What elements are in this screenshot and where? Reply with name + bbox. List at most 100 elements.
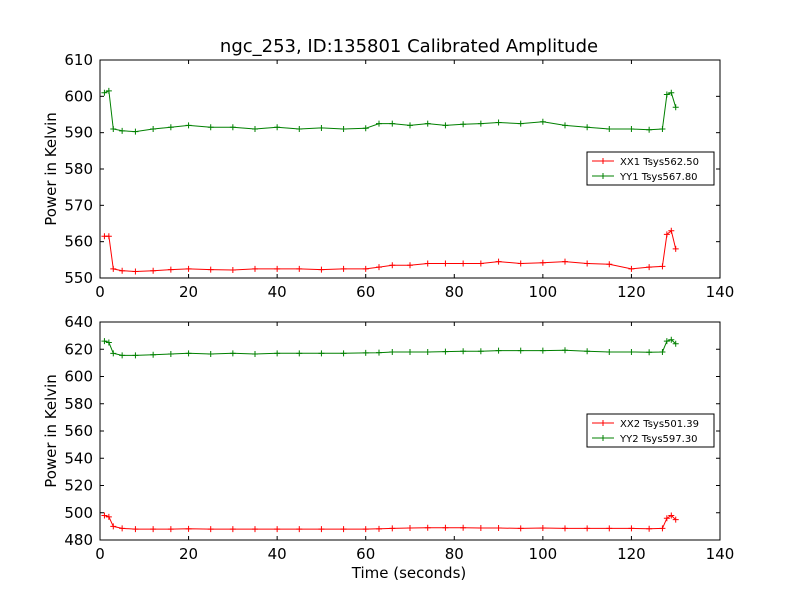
y-tick-label: 540 (64, 449, 93, 467)
data-point (672, 104, 679, 111)
data-point (424, 348, 431, 355)
data-point (495, 119, 502, 126)
data-point (105, 513, 112, 520)
data-point (318, 350, 325, 357)
data-point (296, 126, 303, 133)
data-point (477, 525, 484, 532)
data-point (229, 350, 236, 357)
data-point (584, 260, 591, 267)
data-point (207, 351, 214, 358)
data-point (517, 347, 524, 354)
data-point (362, 265, 369, 272)
data-point (185, 350, 192, 357)
x-tick-label: 20 (179, 283, 198, 301)
data-point (442, 348, 449, 355)
data-point (252, 351, 258, 358)
chart-title: ngc_253, ID:135801 Calibrated Amplitude (220, 36, 598, 57)
data-point (539, 259, 546, 266)
data-point (110, 265, 117, 272)
data-point (424, 120, 431, 127)
x-tick-label: 140 (706, 283, 735, 301)
data-point (296, 350, 303, 357)
data-point (101, 89, 108, 96)
data-point (150, 526, 157, 533)
data-point (562, 122, 568, 129)
legend-box (586, 413, 715, 448)
data-point (477, 120, 484, 127)
data-point (362, 349, 369, 356)
data-point (517, 260, 524, 267)
x-axis-label: Time (seconds) (351, 564, 467, 582)
data-point (442, 260, 449, 267)
data-point (628, 348, 635, 355)
data-point (229, 124, 236, 131)
data-point (646, 525, 653, 532)
data-point (407, 525, 413, 532)
x-tick-label: 0 (95, 283, 105, 301)
data-point (672, 245, 679, 252)
y-tick-label: 480 (64, 531, 93, 549)
data-point (318, 526, 325, 533)
data-point (389, 262, 396, 269)
data-point (646, 264, 653, 271)
data-point (562, 525, 568, 532)
x-tick-label: 0 (95, 545, 105, 563)
data-point (105, 233, 112, 240)
data-point (659, 525, 666, 532)
x-tick-label: 20 (179, 545, 198, 563)
data-point (274, 124, 281, 131)
data-point (424, 260, 431, 267)
data-point (663, 91, 670, 98)
x-tick-label: 60 (356, 545, 375, 563)
y-tick-label: 640 (64, 313, 93, 331)
data-point (389, 120, 396, 127)
data-point (628, 265, 635, 272)
data-point (389, 348, 396, 355)
data-point (132, 526, 139, 533)
x-tick-label: 60 (356, 283, 375, 301)
data-point (119, 352, 126, 359)
data-point (495, 525, 502, 532)
legend-box (586, 151, 715, 186)
data-point (668, 336, 675, 343)
legend-entry: YY1 Tsys567.80 (619, 172, 698, 183)
data-point (150, 267, 157, 274)
data-point (362, 125, 369, 132)
data-point (252, 526, 258, 533)
data-point (668, 512, 675, 519)
data-point (584, 348, 591, 355)
y-tick-label: 570 (64, 196, 93, 214)
data-point (167, 526, 174, 533)
data-point (296, 265, 303, 272)
data-point (207, 124, 214, 131)
data-point (442, 524, 449, 531)
data-point (185, 122, 192, 129)
data-point (274, 526, 281, 533)
data-point (362, 526, 369, 533)
y-tick-label: 600 (64, 87, 93, 105)
data-point (252, 126, 258, 133)
data-point (340, 526, 347, 533)
data-point (659, 126, 666, 133)
x-tick-label: 100 (529, 283, 558, 301)
legend-entry: XX1 Tsys562.50 (620, 157, 699, 168)
y-tick-label: 550 (64, 269, 93, 287)
data-point (132, 268, 139, 275)
data-point (132, 352, 139, 359)
data-point (150, 126, 157, 133)
data-point (252, 265, 258, 272)
y-tick-label: 590 (64, 124, 93, 142)
x-tick-label: 80 (445, 283, 464, 301)
x-tick-label: 40 (268, 545, 287, 563)
data-point (663, 338, 670, 345)
data-point (668, 89, 675, 96)
data-point (517, 120, 524, 127)
data-point (207, 266, 214, 273)
x-tick-label: 80 (445, 545, 464, 563)
top-plot: 0 20 40 60 80 100 120 140 550 560 570 580 590 600 610 P… (42, 51, 734, 301)
data-point (101, 338, 108, 345)
data-point (407, 348, 413, 355)
data-point (274, 350, 281, 357)
data-point (119, 127, 126, 134)
